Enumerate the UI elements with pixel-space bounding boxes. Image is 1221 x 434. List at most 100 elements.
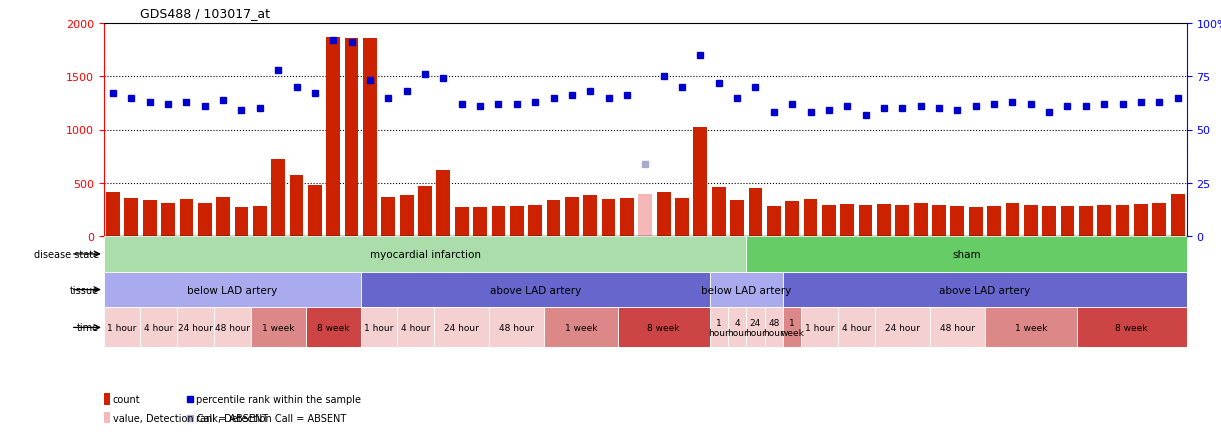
Bar — [675, 199, 689, 237]
Bar — [161, 203, 175, 237]
Text: 1 week: 1 week — [565, 323, 597, 332]
Text: percentile rank within the sample: percentile rank within the sample — [197, 395, 361, 404]
Bar — [730, 201, 744, 237]
Text: rank, Detection Call = ABSENT: rank, Detection Call = ABSENT — [197, 413, 347, 423]
Bar — [1079, 206, 1093, 237]
Bar — [271, 160, 284, 237]
Bar — [913, 203, 928, 237]
Bar — [253, 206, 266, 237]
Bar — [344, 39, 359, 237]
Bar — [988, 206, 1001, 237]
Bar — [399, 196, 414, 237]
Text: 4 hour: 4 hour — [841, 323, 871, 332]
Bar — [140, 308, 177, 348]
Bar — [177, 308, 214, 348]
Bar — [104, 237, 746, 272]
Bar — [250, 308, 305, 348]
Text: count: count — [112, 395, 140, 404]
Text: 48
hour: 48 hour — [763, 318, 784, 337]
Text: GDS488 / 103017_at: GDS488 / 103017_at — [140, 7, 270, 20]
Bar — [728, 308, 746, 348]
Bar — [360, 272, 709, 308]
Bar — [783, 272, 1187, 308]
Bar — [1134, 204, 1148, 237]
Bar — [620, 198, 634, 237]
Text: above LAD artery: above LAD artery — [490, 285, 581, 295]
Bar — [308, 185, 322, 237]
Bar — [492, 207, 505, 237]
Bar — [104, 394, 110, 405]
Bar — [565, 198, 579, 237]
Bar — [985, 308, 1077, 348]
Bar — [1153, 203, 1166, 237]
Bar — [104, 308, 140, 348]
Text: 4
hour: 4 hour — [726, 318, 747, 337]
Bar — [618, 308, 709, 348]
Bar — [360, 308, 398, 348]
Bar — [895, 206, 910, 237]
Text: disease state: disease state — [34, 250, 99, 259]
Bar — [694, 128, 707, 237]
Bar — [584, 195, 597, 237]
Bar — [801, 308, 838, 348]
Bar — [783, 308, 801, 348]
Text: 48 hour: 48 hour — [499, 323, 535, 332]
Text: 48 hour: 48 hour — [940, 323, 974, 332]
Bar — [474, 207, 487, 237]
Text: tissue: tissue — [70, 285, 99, 295]
Bar — [748, 189, 762, 237]
Bar — [932, 206, 946, 237]
Text: below LAD artery: below LAD artery — [701, 285, 791, 295]
Bar — [657, 193, 670, 237]
Bar — [709, 308, 728, 348]
Bar — [326, 38, 341, 237]
Bar — [490, 308, 545, 348]
Bar — [305, 308, 360, 348]
Bar — [968, 207, 983, 237]
Bar — [435, 308, 490, 348]
Bar — [455, 208, 469, 237]
Text: 24
hour: 24 hour — [745, 318, 766, 337]
Text: 8 week: 8 week — [647, 323, 680, 332]
Bar — [840, 204, 855, 237]
Text: 1 hour: 1 hour — [805, 323, 834, 332]
Bar — [602, 199, 615, 237]
Text: 4 hour: 4 hour — [144, 323, 173, 332]
Bar — [198, 204, 211, 237]
Bar — [746, 237, 1187, 272]
Bar — [547, 201, 560, 237]
Bar — [639, 194, 652, 237]
Text: 1
hour: 1 hour — [708, 318, 729, 337]
Bar — [125, 198, 138, 237]
Text: 8 week: 8 week — [317, 323, 349, 332]
Text: 1 hour: 1 hour — [364, 323, 394, 332]
Bar — [104, 272, 360, 308]
Text: sham: sham — [952, 250, 980, 259]
Text: 24 hour: 24 hour — [885, 323, 919, 332]
Bar — [709, 272, 783, 308]
Text: 8 week: 8 week — [1116, 323, 1148, 332]
Bar — [214, 308, 250, 348]
Bar — [767, 207, 780, 237]
Bar — [510, 206, 524, 237]
Text: 24 hour: 24 hour — [444, 323, 479, 332]
Bar — [216, 198, 230, 237]
Bar — [785, 201, 799, 237]
Bar — [877, 204, 891, 237]
Bar — [1061, 207, 1074, 237]
Text: 24 hour: 24 hour — [178, 323, 212, 332]
Bar — [712, 187, 725, 237]
Bar — [822, 205, 835, 237]
Bar — [764, 308, 783, 348]
Bar — [363, 39, 377, 237]
Bar — [1171, 194, 1184, 237]
Bar — [381, 197, 396, 237]
Text: above LAD artery: above LAD artery — [939, 285, 1031, 295]
Bar — [179, 200, 193, 237]
Bar — [104, 412, 110, 424]
Bar — [803, 199, 817, 237]
Bar — [1043, 206, 1056, 237]
Bar — [838, 308, 874, 348]
Bar — [398, 308, 435, 348]
Bar — [746, 308, 764, 348]
